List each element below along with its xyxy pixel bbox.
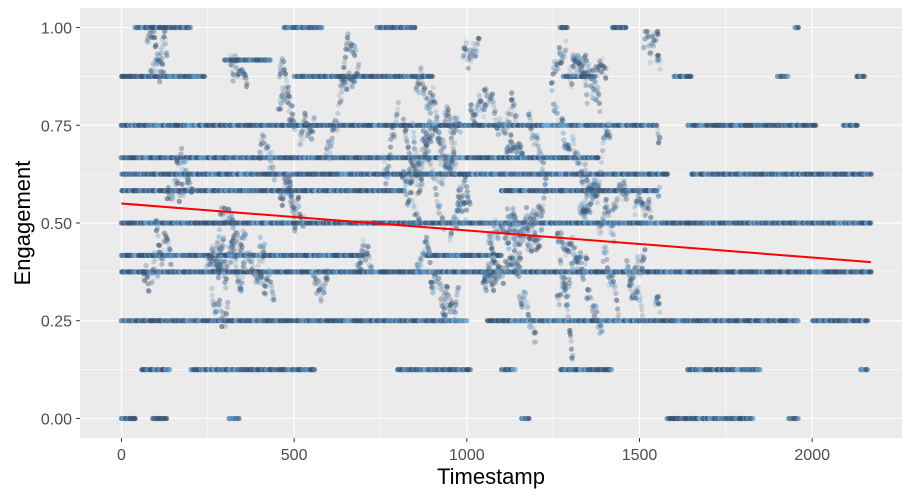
data-point bbox=[813, 123, 818, 128]
data-point bbox=[865, 318, 870, 323]
data-point bbox=[527, 416, 532, 421]
data-point bbox=[869, 172, 874, 177]
data-point bbox=[499, 253, 504, 258]
data-point bbox=[312, 367, 317, 372]
data-point bbox=[464, 318, 469, 323]
data-point bbox=[855, 123, 860, 128]
data-point bbox=[236, 416, 241, 421]
data-point bbox=[468, 367, 473, 372]
data-point bbox=[513, 367, 518, 372]
data-point bbox=[869, 269, 874, 274]
data-point bbox=[133, 416, 138, 421]
data-point bbox=[865, 367, 870, 372]
data-point bbox=[665, 172, 670, 177]
data-point bbox=[609, 367, 614, 372]
data-point bbox=[868, 220, 873, 225]
data-point bbox=[751, 416, 756, 421]
data-point bbox=[202, 74, 207, 79]
data-point bbox=[164, 416, 169, 421]
data-point bbox=[758, 367, 763, 372]
data-point bbox=[796, 318, 801, 323]
data-point bbox=[796, 416, 801, 421]
data-point bbox=[167, 367, 172, 372]
